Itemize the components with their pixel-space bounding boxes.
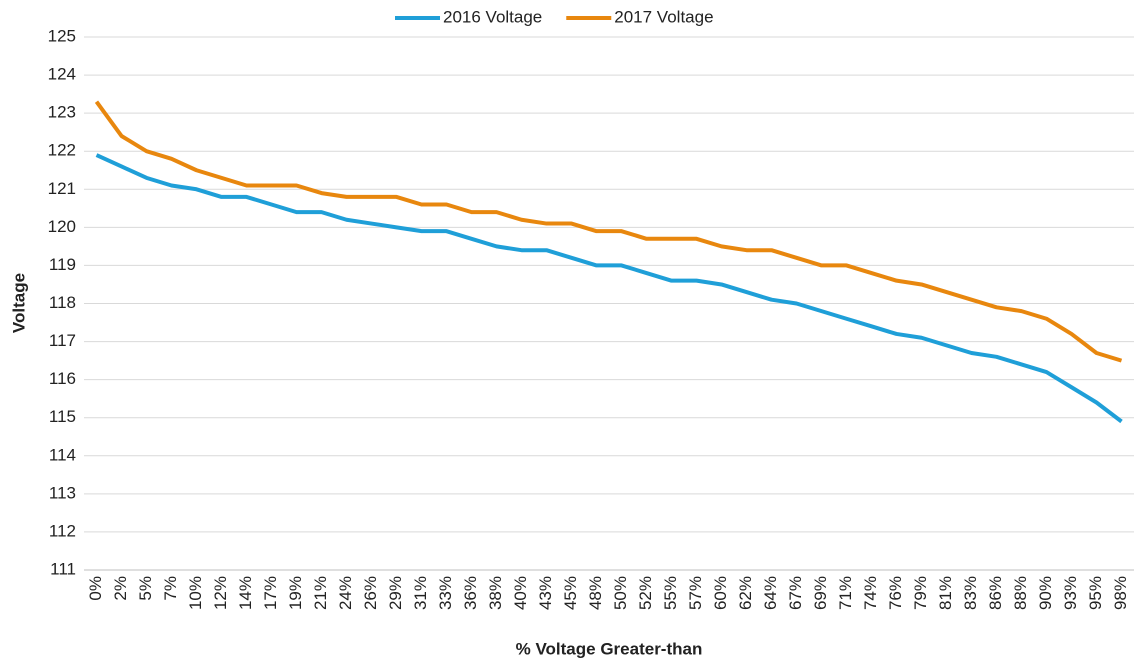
legend-label: 2016 Voltage xyxy=(443,7,542,26)
y-axis-title: Voltage xyxy=(9,273,28,333)
y-tick-label: 125 xyxy=(48,26,76,45)
line-series xyxy=(95,153,1123,424)
y-tick-label: 117 xyxy=(49,331,76,350)
y-tick-label: 111 xyxy=(50,559,76,578)
x-tick-label: 43% xyxy=(536,576,555,610)
x-tick-label: 79% xyxy=(911,576,930,610)
x-tick-label: 52% xyxy=(636,576,655,610)
y-tick-label: 124 xyxy=(48,65,76,84)
x-tick-label: 62% xyxy=(736,576,755,610)
x-tick-label: 83% xyxy=(961,576,980,610)
x-tick-label: 86% xyxy=(986,576,1005,610)
y-tick-label: 115 xyxy=(49,407,76,426)
x-tick-label: 12% xyxy=(211,576,230,610)
y-tick-label: 112 xyxy=(49,521,76,540)
x-axis-title: % Voltage Greater-than xyxy=(516,639,703,658)
x-tick-label: 81% xyxy=(936,576,955,610)
y-tick-label: 123 xyxy=(48,103,76,122)
y-tick-label: 121 xyxy=(48,179,76,198)
x-tick-label: 60% xyxy=(711,576,730,610)
y-tick-label: 116 xyxy=(49,369,76,388)
x-tick-label: 64% xyxy=(761,576,780,610)
y-tick-label: 113 xyxy=(49,483,76,502)
y-tick-label: 119 xyxy=(49,255,76,274)
x-tick-label: 69% xyxy=(811,576,830,610)
x-tick-label: 38% xyxy=(486,576,505,610)
x-tick-label: 7% xyxy=(161,576,180,601)
x-tick-label: 76% xyxy=(886,576,905,610)
x-tick-label: 90% xyxy=(1036,576,1055,610)
x-tick-label: 88% xyxy=(1011,576,1030,610)
x-tick-label: 24% xyxy=(336,576,355,610)
x-tick-label: 2% xyxy=(111,576,130,601)
x-tick-label: 21% xyxy=(311,576,330,610)
x-tick-label: 45% xyxy=(561,576,580,610)
y-tick-label: 122 xyxy=(48,141,76,160)
x-tick-label: 19% xyxy=(286,576,305,610)
x-tick-label: 36% xyxy=(461,576,480,610)
x-tick-label: 26% xyxy=(361,576,380,610)
x-tick-label: 98% xyxy=(1111,576,1130,610)
y-tick-label: 118 xyxy=(49,293,76,312)
x-tick-label: 71% xyxy=(836,576,855,610)
y-tick-label: 114 xyxy=(49,445,76,464)
x-tick-label: 57% xyxy=(686,576,705,610)
line-series xyxy=(94,100,1123,363)
x-tick-label: 95% xyxy=(1086,576,1105,610)
x-tick-label: 14% xyxy=(236,576,255,610)
x-tick-label: 5% xyxy=(136,576,155,601)
x-tick-label: 10% xyxy=(186,576,205,610)
legend-label: 2017 Voltage xyxy=(614,7,713,26)
y-tick-label: 120 xyxy=(48,217,76,236)
x-tick-label: 93% xyxy=(1061,576,1080,610)
x-tick-label: 67% xyxy=(786,576,805,610)
x-tick-label: 40% xyxy=(511,576,530,610)
x-tick-label: 17% xyxy=(261,576,280,610)
x-tick-label: 33% xyxy=(436,576,455,610)
x-tick-label: 74% xyxy=(861,576,880,610)
x-tick-label: 50% xyxy=(611,576,630,610)
x-tick-label: 31% xyxy=(411,576,430,610)
x-tick-label: 55% xyxy=(661,576,680,610)
x-tick-label: 48% xyxy=(586,576,605,610)
x-tick-label: 0% xyxy=(86,576,105,601)
x-tick-label: 29% xyxy=(386,576,405,610)
